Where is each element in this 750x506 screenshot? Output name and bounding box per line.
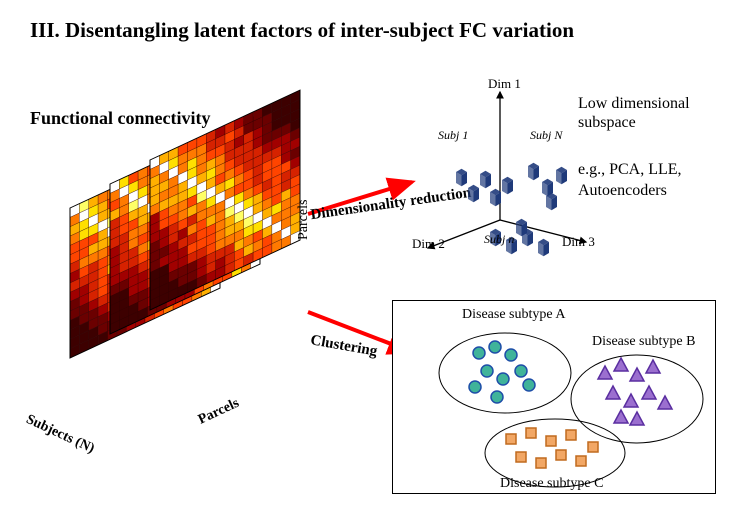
cluster-panel — [392, 300, 716, 494]
methods-label: e.g., PCA, LLE, Autoencoders — [578, 160, 750, 202]
subspace-title: Low dimensional subspace — [578, 94, 750, 132]
fc-matrix-stack — [30, 140, 310, 420]
page-title: III. Disentangling latent factors of int… — [30, 18, 574, 43]
subjN-label: Subj N — [530, 128, 562, 143]
cluster-a-label: Disease subtype A — [462, 307, 565, 323]
dim2-label: Dim 2 — [412, 236, 445, 252]
fc-heading: Functional connectivity — [30, 108, 211, 129]
subjn-label: Subj n — [484, 232, 514, 247]
dim1-label: Dim 1 — [488, 76, 521, 92]
cluster-c-label: Disease subtype C — [500, 476, 603, 492]
cluster-b-label: Disease subtype B — [592, 334, 695, 350]
dim3-label: Dim 3 — [562, 234, 595, 250]
subj1-label: Subj 1 — [438, 128, 468, 143]
